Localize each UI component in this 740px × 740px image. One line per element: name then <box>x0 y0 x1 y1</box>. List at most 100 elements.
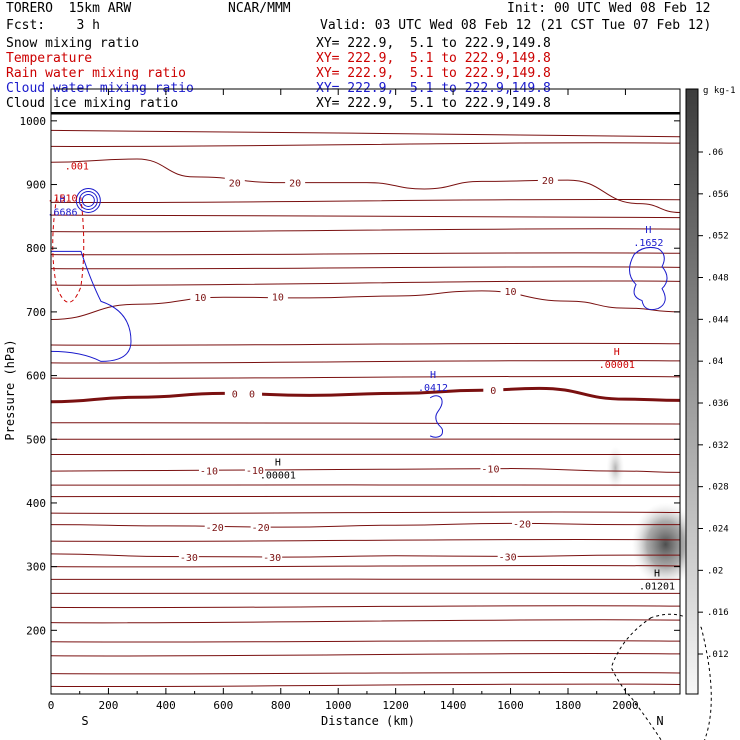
field-xy-rain: XY= 222.9, 5.1 to 222.9,149.8 <box>316 66 551 81</box>
temperature-contour-label: 20 <box>229 179 241 190</box>
y-tick-label: 800 <box>26 242 46 255</box>
contour-label-bg <box>178 551 199 563</box>
temperature-isoline <box>50 280 681 286</box>
temperature-isoline <box>50 438 681 441</box>
contour-label-bg <box>190 291 211 303</box>
snow-shading-small <box>606 445 625 490</box>
maximum-marker: H <box>614 347 620 358</box>
cloud-water-max-ring <box>78 190 98 210</box>
colorbar-tick-label: .052 <box>707 232 729 242</box>
contour-label-bg <box>537 174 558 186</box>
contour-label-bg <box>242 387 263 399</box>
center-title: NCAR/MMM <box>228 1 291 16</box>
contour-label-bg <box>500 284 521 296</box>
temperature-contour-label: -30 <box>263 553 281 564</box>
colorbar-tick-label: .06 <box>707 148 723 158</box>
colorbar-tick-label: .024 <box>707 525 729 535</box>
rain-water-contour <box>52 197 85 303</box>
contour-label-bg <box>480 462 501 474</box>
temperature-isoline <box>50 266 681 270</box>
maximum-value: .1510 <box>47 193 77 204</box>
temperature-isoline <box>50 578 681 581</box>
y-tick-label: 500 <box>26 433 46 446</box>
contour-label-bg <box>224 176 245 188</box>
colorbar-tick-label: .04 <box>707 357 723 367</box>
field-name-cloud-ice: Cloud ice mixing ratio <box>6 96 179 111</box>
y-tick-label: 700 <box>26 306 46 319</box>
temperature-contour-label: 0 <box>249 389 255 400</box>
y-tick-label: 600 <box>26 370 46 383</box>
cloud-water-contour <box>629 246 668 311</box>
north-label: N <box>656 714 663 728</box>
temperature-contour-label: -30 <box>180 553 198 564</box>
temperature-contour-label: -10 <box>481 465 499 476</box>
temperature-isoline <box>50 538 681 542</box>
x-tick-label: 200 <box>99 699 119 712</box>
temperature-isoline <box>50 592 681 595</box>
temperature-contour-label: -30 <box>499 552 517 563</box>
temperature-isoline <box>50 198 681 204</box>
temperature-isoline <box>50 671 681 675</box>
colorbar <box>685 88 699 695</box>
colorbar-tick-label: .048 <box>707 274 729 284</box>
temperature-isoline <box>50 511 681 514</box>
x-axis-label: Distance (km) <box>321 714 415 728</box>
colorbar-tick-label: .032 <box>707 441 729 451</box>
cloud-water-contour <box>50 250 132 362</box>
plot-frame <box>50 88 681 695</box>
x-tick-label: 2000 <box>612 699 639 712</box>
temperature-contour <box>50 158 681 214</box>
contour-label-bg <box>204 521 225 533</box>
maximum-value: .0412 <box>418 383 448 394</box>
temperature-contour-label: 10 <box>272 293 284 304</box>
contour-label-bg <box>512 517 533 529</box>
cloud-water-max-ring <box>75 187 101 213</box>
temperature-isoline <box>50 342 681 346</box>
x-tick-label: 400 <box>156 699 176 712</box>
colorbar-tick-label: .044 <box>707 315 729 325</box>
temperature-contour <box>50 386 681 404</box>
field-name-snow: Snow mixing ratio <box>6 36 140 51</box>
colorbar-tick-label: .02 <box>707 566 723 576</box>
forecast-hour: Fcst: 3 h <box>6 18 100 33</box>
x-tick-label: 1800 <box>555 699 582 712</box>
temperature-isoline <box>50 142 681 147</box>
maximum-value: .01201 <box>639 582 675 593</box>
cloud-water-contour <box>429 395 444 438</box>
valid-time: Valid: 03 UTC Wed 08 Feb 12 (21 CST Tue … <box>320 18 712 33</box>
maximum-value: .6686 <box>47 207 77 218</box>
temperature-isoline <box>50 483 681 486</box>
temperature-contour <box>50 553 680 558</box>
temperature-contour <box>50 290 681 321</box>
temperature-isoline <box>50 214 681 219</box>
temperature-isoline <box>50 683 681 688</box>
temperature-isoline <box>50 252 681 256</box>
colorbar-tick-label: .036 <box>707 399 729 409</box>
maximum-marker: H <box>645 225 651 236</box>
temperature-contour-label: -20 <box>206 523 224 534</box>
colorbar-tick-label: .056 <box>707 190 729 200</box>
temperature-contour-label: -10 <box>200 466 218 477</box>
contour-label-bg <box>250 521 271 533</box>
temperature-isoline <box>50 359 681 364</box>
maximum-marker: H <box>430 370 436 381</box>
contour-label-bg <box>262 551 283 563</box>
temperature-isoline <box>50 564 681 568</box>
maximum-value: .001 <box>65 161 89 172</box>
maximum-value: .1652 <box>633 238 663 249</box>
temperature-contour-label: 20 <box>289 179 301 190</box>
y-tick-label: 400 <box>26 497 46 510</box>
colorbar-unit: g kg-1 <box>703 86 736 96</box>
temperature-contour-label: -10 <box>246 466 264 477</box>
x-tick-label: 1200 <box>382 699 409 712</box>
temperature-isoline <box>50 453 681 456</box>
maximum-marker: H <box>275 457 281 468</box>
contour-label-bg <box>198 464 219 476</box>
temperature-isoline <box>50 375 681 379</box>
temperature-contour-label: 10 <box>505 287 517 298</box>
temperature-isoline <box>50 228 681 233</box>
field-name-rain: Rain water mixing ratio <box>6 66 187 81</box>
x-tick-label: 1600 <box>497 699 524 712</box>
x-tick-label: 0 <box>48 699 55 712</box>
